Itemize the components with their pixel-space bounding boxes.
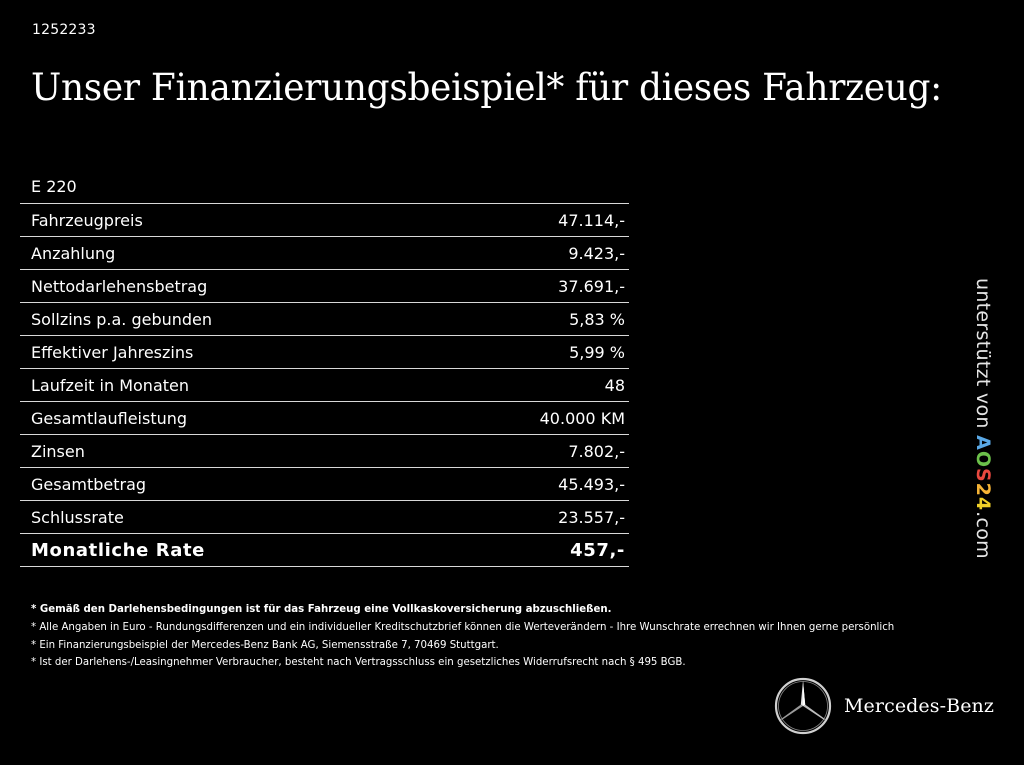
row-label: Gesamtlaufleistung [31,408,188,428]
page-headline: Unser Finanzierungsbeispiel* für dieses … [31,66,942,109]
row-value: 5,99 % [569,342,625,362]
logo-letter: 4 [972,496,994,512]
footnotes: * Gemäß den Darlehensbedingungen ist für… [31,601,1001,672]
row-label: Anzahlung [31,243,116,263]
row-value: 45.493,- [558,474,625,494]
row-net-loan: Nettodarlehensbetrag 37.691,- [20,270,629,303]
financing-table: E 220 Fahrzeugpreis 47.114,- Anzahlung 9… [20,170,629,567]
logo-letter: O [972,450,994,468]
row-total-amount: Gesamtbetrag 45.493,- [20,468,629,501]
footnote-bank: * Ein Finanzierungsbeispiel der Mercedes… [31,639,499,651]
logo-letter: A [972,435,994,451]
row-label: Laufzeit in Monaten [31,375,190,395]
row-value: 5,83 % [569,309,625,329]
row-monthly-rate: Monatliche Rate 457,- [20,534,629,567]
three-pointed-star-icon [774,677,832,735]
brand-name: Mercedes-Benz [844,695,994,717]
logo-letter: S [972,467,994,483]
row-value: 48 [604,375,625,395]
reference-number: 1252233 [32,22,96,38]
side-credit-prefix: unterstützt von [972,278,994,436]
row-mileage: Gesamtlaufleistung 40.000 KM [20,402,629,435]
row-value: 23.557,- [558,507,625,527]
row-value: 40.000 KM [539,408,625,428]
row-vehicle-price: Fahrzeugpreis 47.114,- [20,204,629,237]
row-term: Laufzeit in Monaten 48 [20,369,629,402]
monthly-rate-label: Monatliche Rate [31,539,205,561]
row-label: Zinsen [31,441,85,461]
brand-logo: Mercedes-Benz [774,677,994,735]
footnote-currency: * Alle Angaben in Euro - Rundungsdiffere… [31,621,895,633]
footnote-withdrawal: * Ist der Darlehens-/Leasingnehmer Verbr… [31,657,686,669]
row-value: 9.423,- [568,243,625,263]
row-value: 37.691,- [558,276,625,296]
row-label: Gesamtbetrag [31,474,147,494]
row-interest: Zinsen 7.802,- [20,435,629,468]
logo-letter: 2 [972,482,994,497]
row-down-payment: Anzahlung 9.423,- [20,237,629,270]
row-debit-interest: Sollzins p.a. gebunden 5,83 % [20,303,629,336]
row-label: Effektiver Jahreszins [31,342,194,362]
row-effective-rate: Effektiver Jahreszins 5,99 % [20,336,629,369]
row-value: 7.802,- [568,441,625,461]
row-label: Sollzins p.a. gebunden [31,309,213,329]
side-credit: unterstützt von AOS24.com [972,278,994,559]
aos24-logo: AOS24 [972,435,994,511]
row-label: Schlussrate [31,507,124,527]
model-name: E 220 [20,170,629,204]
side-credit-suffix: .com [972,511,994,559]
monthly-rate-value: 457,- [570,539,625,561]
row-label: Nettodarlehensbetrag [31,276,208,296]
row-value: 47.114,- [558,210,625,230]
footnote-insurance: * Gemäß den Darlehensbedingungen ist für… [31,604,612,615]
row-final-rate: Schlussrate 23.557,- [20,501,629,534]
row-label: Fahrzeugpreis [31,210,143,230]
